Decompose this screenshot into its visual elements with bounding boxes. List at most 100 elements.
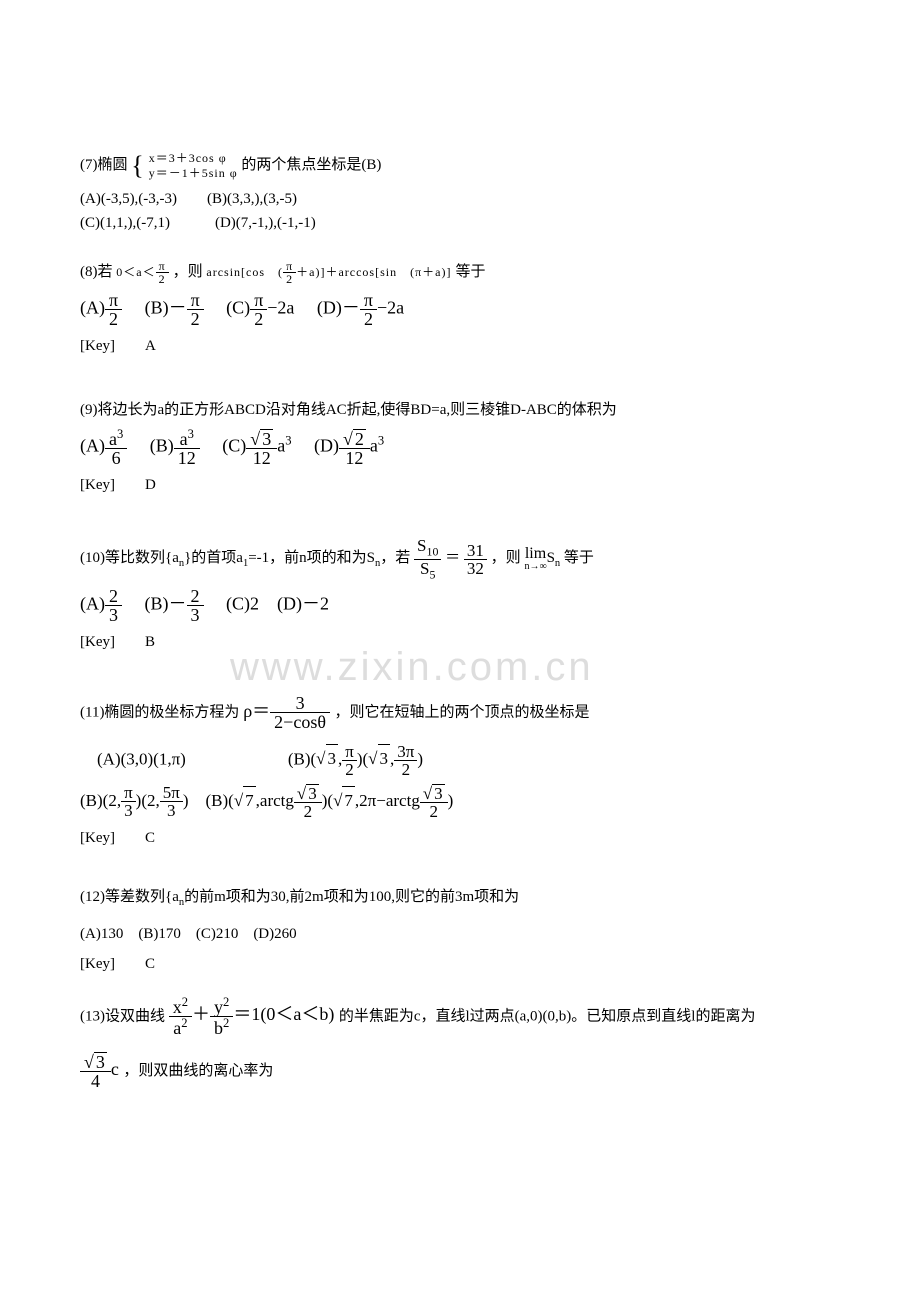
q8-cond-den: 2 xyxy=(156,273,169,285)
q13-tail: ，则双曲线的离心率为 xyxy=(123,1063,273,1079)
question-7: (7)椭圆 { x＝3＋3cos φ y＝－1＋5sin φ 的两个焦点坐标是(… xyxy=(80,145,850,235)
q9-b-num: a xyxy=(180,429,188,449)
q11-den: 2−cosθ xyxy=(270,713,330,731)
q11-f5n: 3 xyxy=(306,784,319,802)
q12-key: [Key] C xyxy=(80,952,850,976)
q13-t2dsup: 2 xyxy=(223,1016,229,1030)
q11-s7a: 7 xyxy=(243,786,256,814)
q8-expr-den: 2 xyxy=(283,273,296,285)
q10-rhs-num: 31 xyxy=(464,542,487,560)
q12-text: (12)等差数列{a xyxy=(80,889,179,905)
q11-l2-b1: (B)(2, xyxy=(80,791,121,810)
q10-a-den: 3 xyxy=(105,606,122,624)
q11-f3n: π xyxy=(121,784,136,802)
q13-t2sup: 2 xyxy=(223,995,229,1009)
q9-key: [Key] D xyxy=(80,473,850,497)
q8-prefix: (8)若 xyxy=(80,264,113,280)
q11-f4d: 3 xyxy=(160,802,183,819)
q8-c-num: π xyxy=(250,291,267,310)
q10-a-label: (A) xyxy=(80,594,105,614)
q13-mid: 的半焦距为c，直线l过两点(a,0)(0,b)。已知原点到直线l的距离为 xyxy=(339,1008,756,1024)
q13-t1dsup: 2 xyxy=(181,1016,187,1030)
q9-a-sup: 3 xyxy=(117,427,123,441)
q10-tail1: ，则 xyxy=(491,551,521,567)
q11-l1-pre: (A)(3,0)(1,π) (B)( xyxy=(80,749,316,768)
q8-b-den: 2 xyxy=(187,310,204,328)
q8-c-label: (C) xyxy=(208,298,250,318)
q11-l2-end: ) xyxy=(448,791,454,810)
q13-frd: 4 xyxy=(80,1072,111,1090)
q10-a-num: 2 xyxy=(105,587,122,606)
q10-cd: (C)2 (D)－2 xyxy=(208,594,329,614)
q10-mid2: =-1，前n项的和为S xyxy=(248,551,375,567)
q9-a-num: a xyxy=(109,429,117,449)
q8-suffix: 等于 xyxy=(455,264,485,280)
q9-a-den: 6 xyxy=(105,449,127,467)
q11-l2-m3: ,arctg xyxy=(256,791,294,810)
q8-a-label: (A) xyxy=(80,298,105,318)
q8-b-label: (B)－ xyxy=(127,298,187,318)
q9-d-tail: a xyxy=(370,436,378,456)
q11-suffix: ，则它在短轴上的两个顶点的极坐标是 xyxy=(334,705,589,721)
q8-cond-pre: 0＜a＜ xyxy=(116,265,155,279)
q11-f4n: 5π xyxy=(160,784,183,802)
q11-s3b: 3 xyxy=(378,744,391,772)
q9-b-sup: 3 xyxy=(188,427,194,441)
q13-frn: 3 xyxy=(94,1052,107,1071)
q12-text2: 的前m项和为30,前2m项和为100,则它的前3m项和为 xyxy=(184,889,519,905)
q10-lim-bot: n→∞ xyxy=(524,562,546,572)
page-content: (7)椭圆 { x＝3＋3cos φ y＝－1＋5sin φ 的两个焦点坐标是(… xyxy=(80,145,850,1090)
question-13: (13)设双曲线 x2a2＋y2b2＝1(0＜a＜b) 的半焦距为c，直线l过两… xyxy=(80,996,850,1090)
question-9: (9)将边长为a的正方形ABCD沿对角线AC折起,使得BD=a,则三棱锥D-AB… xyxy=(80,398,850,497)
question-12: (12)等差数列{an的前m项和为30,前2m项和为100,则它的前3m项和为 … xyxy=(80,885,850,976)
q10-lim-top: lim xyxy=(524,546,546,562)
q8-d-den: 2 xyxy=(360,310,377,328)
q13-eq1: ＝1(0＜a＜b) xyxy=(233,1004,334,1024)
q8-d-label: (D)－ xyxy=(299,298,360,318)
q8-d-num: π xyxy=(360,291,377,310)
q9-options: (A)a36 (B)a312 (C)312a3 (D)212a3 xyxy=(80,428,850,467)
q10-b-den: 3 xyxy=(187,606,204,624)
q10-b-num: 2 xyxy=(187,587,204,606)
q11-f2d: 2 xyxy=(394,761,417,778)
q10-mid3: ，若 xyxy=(380,551,410,567)
q13-t2d: b xyxy=(214,1018,223,1038)
q10-b-label: (B)－ xyxy=(127,594,187,614)
q11-f5d: 2 xyxy=(294,803,322,820)
q10-options: (A)23 (B)－23 (C)2 (D)－2 xyxy=(80,587,850,624)
q13-t1n: x xyxy=(173,997,182,1017)
q11-l2-m2: ) (B)( xyxy=(183,791,234,810)
q11-l2-m4: )( xyxy=(322,791,333,810)
q9-b-label: (B) xyxy=(132,436,174,456)
q7-line-c: (C)(1,1,),(-7,1) (D)(7,-1,),(-1,-1) xyxy=(80,211,850,235)
q13-plus: ＋ xyxy=(192,1004,210,1024)
q8-a-den: 2 xyxy=(105,310,122,328)
q11-l2-m1: )(2, xyxy=(136,791,160,810)
q11-l1-m2: )( xyxy=(357,749,368,768)
q11-s7b: 7 xyxy=(342,786,355,814)
q7-brace-top: x＝3＋3cos φ xyxy=(149,151,238,165)
q11-l1-end: ) xyxy=(417,749,423,768)
q10-eq: ＝ xyxy=(445,551,460,567)
q13-frc: c xyxy=(111,1059,119,1079)
q9-c-sup: 3 xyxy=(285,434,291,448)
q11-f6n: 3 xyxy=(432,784,445,802)
q8-c-tail: −2a xyxy=(267,298,294,318)
q11-f2n: 3π xyxy=(394,743,417,761)
q11-num: 3 xyxy=(270,694,330,713)
q9-c-den: 12 xyxy=(246,449,277,467)
q9-c-tail: a xyxy=(277,436,285,456)
q10-r-num-sub: 10 xyxy=(427,545,439,559)
q7-prefix: (7)椭圆 xyxy=(80,157,128,173)
q11-l2-m5: ,2π−arctg xyxy=(355,791,420,810)
q9-d-sup: 3 xyxy=(378,434,384,448)
q8-d-tail: −2a xyxy=(377,298,404,318)
q11-f3d: 3 xyxy=(121,802,136,819)
q9-d-root: 2 xyxy=(353,429,366,448)
q9-a-label: (A) xyxy=(80,436,105,456)
question-10: (10)等比数列{an}的首项a1=-1，前n项的和为Sn，若 S10S5 ＝ … xyxy=(80,537,850,654)
q8-b-num: π xyxy=(187,291,204,310)
q8-options: (A)π2 (B)－π2 (C)π2−2a (D)－π2−2a xyxy=(80,291,850,328)
q9-b-den: 12 xyxy=(174,449,200,467)
q7-brace-bot: y＝－1＋5sin φ xyxy=(149,166,238,180)
